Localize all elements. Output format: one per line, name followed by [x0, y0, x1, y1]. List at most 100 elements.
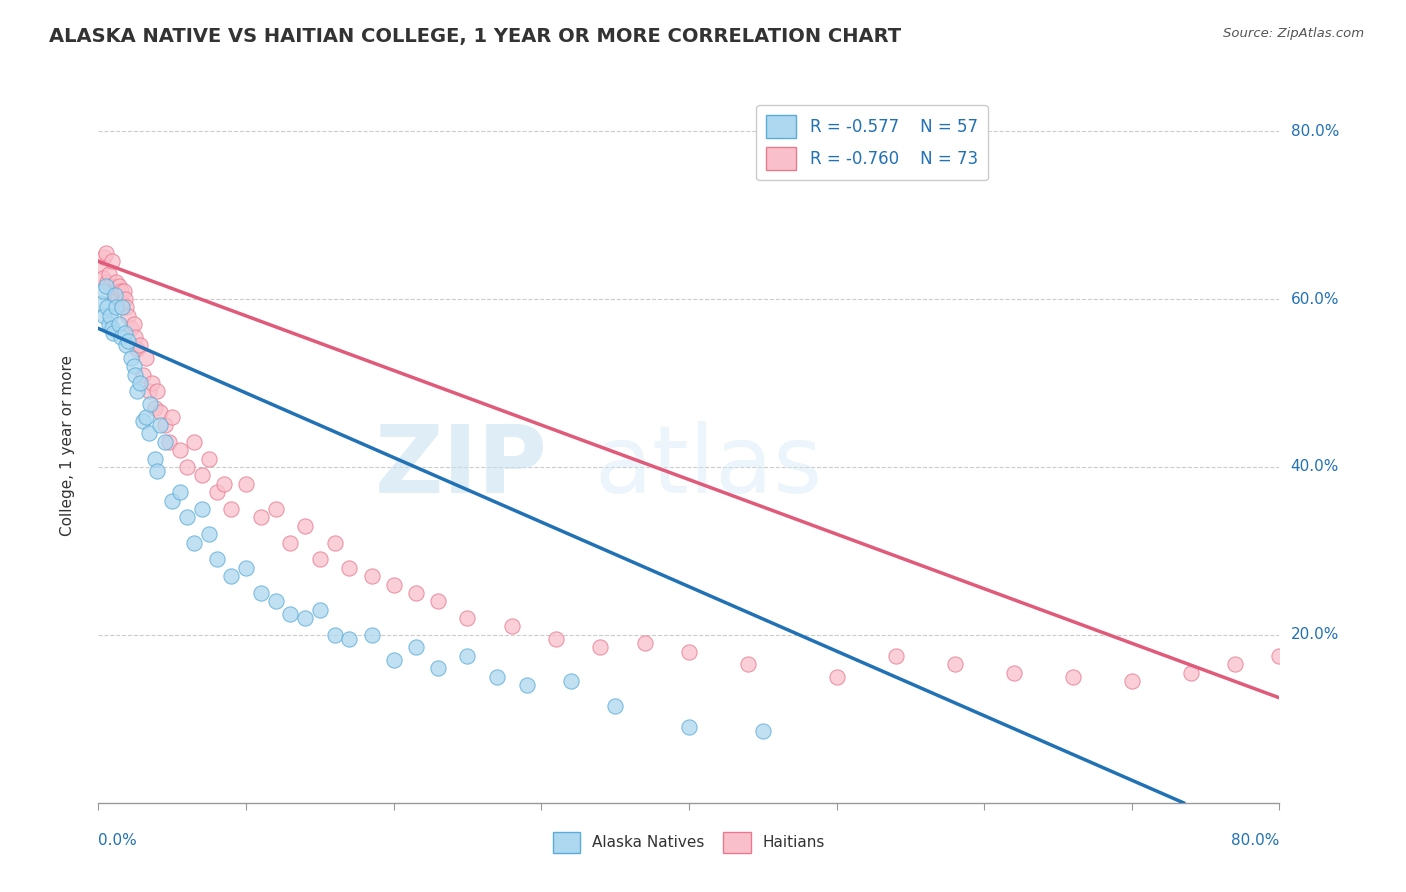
Point	[280, 607, 302, 621]
Point	[122, 359, 145, 374]
Point	[212, 476, 235, 491]
Point	[339, 632, 361, 646]
Point	[135, 409, 157, 424]
Point	[110, 284, 132, 298]
Point	[309, 603, 332, 617]
Text: 0.0%: 0.0%	[98, 833, 138, 848]
Point	[90, 259, 112, 273]
Point	[501, 619, 523, 633]
Text: atlas: atlas	[595, 421, 823, 514]
Point	[176, 510, 198, 524]
Point	[205, 485, 228, 500]
Point	[124, 368, 146, 382]
Point	[176, 460, 198, 475]
Point	[457, 648, 479, 663]
Point	[589, 640, 612, 655]
Point	[141, 376, 163, 390]
Point	[634, 636, 657, 650]
Point	[122, 318, 145, 332]
Point	[427, 594, 450, 608]
Point	[97, 318, 120, 332]
Point	[183, 434, 205, 449]
Point	[114, 292, 136, 306]
Point	[678, 720, 700, 734]
Point	[104, 288, 127, 302]
Point	[114, 326, 136, 340]
Point	[405, 586, 427, 600]
Point	[264, 502, 287, 516]
Point	[98, 309, 121, 323]
Point	[205, 552, 228, 566]
Point	[153, 417, 176, 432]
Point	[457, 611, 479, 625]
Point	[117, 309, 139, 323]
Point	[94, 279, 117, 293]
Point	[94, 246, 117, 260]
Point	[1320, 687, 1343, 701]
Point	[1268, 648, 1291, 663]
Point	[139, 397, 162, 411]
Point	[309, 552, 332, 566]
Point	[117, 334, 139, 348]
Point	[486, 670, 509, 684]
Point	[1002, 665, 1025, 680]
Point	[149, 417, 172, 432]
Point	[97, 267, 120, 281]
Point	[221, 502, 243, 516]
Point	[1305, 665, 1327, 680]
Point	[605, 699, 627, 714]
Point	[546, 632, 568, 646]
Point	[138, 384, 160, 399]
Point	[339, 560, 361, 574]
Point	[108, 279, 131, 293]
Point	[110, 330, 132, 344]
Point	[884, 648, 907, 663]
Point	[382, 577, 405, 591]
Point	[120, 351, 142, 365]
Text: 80.0%: 80.0%	[1232, 833, 1279, 848]
Point	[107, 292, 129, 306]
Point	[943, 657, 966, 672]
Point	[104, 288, 127, 302]
Text: 80.0%: 80.0%	[1291, 124, 1339, 138]
Point	[737, 657, 759, 672]
Text: 60.0%: 60.0%	[1291, 292, 1339, 307]
Point	[138, 426, 160, 441]
Point	[157, 434, 180, 449]
Point	[146, 464, 169, 478]
Point	[405, 640, 427, 655]
Text: 40.0%: 40.0%	[1291, 459, 1339, 475]
Point	[93, 250, 115, 264]
Point	[125, 343, 148, 357]
Point	[105, 275, 128, 289]
Point	[560, 674, 582, 689]
Point	[108, 318, 131, 332]
Point	[125, 384, 148, 399]
Legend: Alaska Natives, Haitians: Alaska Natives, Haitians	[547, 825, 831, 859]
Point	[678, 645, 700, 659]
Point	[1121, 674, 1143, 689]
Point	[183, 535, 205, 549]
Point	[198, 451, 221, 466]
Point	[100, 321, 122, 335]
Point	[1180, 665, 1202, 680]
Point	[169, 443, 191, 458]
Text: ZIP: ZIP	[374, 421, 547, 514]
Point	[120, 321, 142, 335]
Point	[128, 376, 150, 390]
Point	[360, 628, 382, 642]
Point	[132, 368, 155, 382]
Point	[90, 296, 112, 310]
Point	[294, 518, 316, 533]
Point	[96, 275, 118, 289]
Point	[264, 594, 287, 608]
Point	[323, 628, 346, 642]
Point	[143, 451, 166, 466]
Point	[516, 678, 538, 692]
Point	[162, 409, 183, 424]
Point	[103, 284, 125, 298]
Point	[115, 301, 138, 315]
Point	[191, 502, 214, 516]
Point	[91, 271, 114, 285]
Point	[111, 301, 134, 315]
